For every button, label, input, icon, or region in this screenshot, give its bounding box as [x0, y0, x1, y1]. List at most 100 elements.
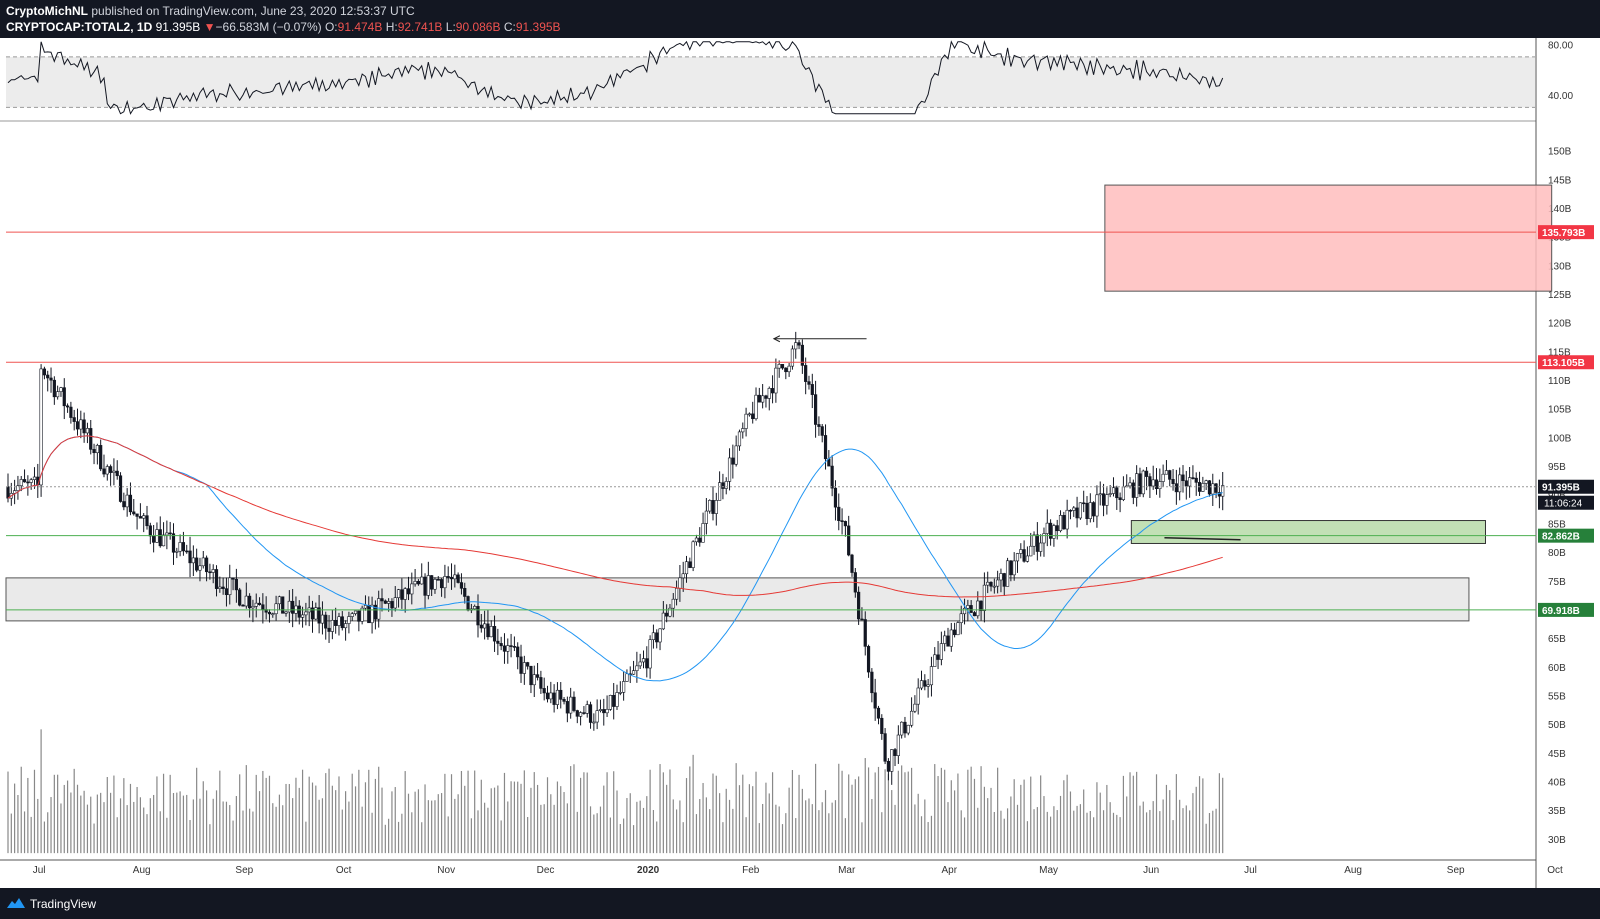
- volume-bar: [934, 764, 936, 854]
- price-tick-label: 140B: [1548, 204, 1572, 215]
- candle-body: [751, 413, 755, 420]
- volume-bar: [844, 818, 846, 854]
- candle-body: [281, 596, 285, 614]
- candle: [668, 604, 672, 618]
- candle: [1178, 467, 1182, 501]
- candle-body: [592, 721, 596, 724]
- candle-body: [857, 591, 861, 620]
- candle-body: [152, 535, 156, 543]
- volume-bar: [252, 811, 254, 854]
- candle-body: [986, 581, 990, 586]
- candle: [572, 691, 576, 713]
- volume-bar: [328, 768, 330, 854]
- volume-bar: [980, 766, 982, 854]
- volume-bar: [493, 787, 496, 854]
- price-chart[interactable]: 80.0040.00150B145B140B135B130B125B120B11…: [0, 38, 1600, 888]
- volume-bar: [364, 782, 367, 854]
- volume-bar: [7, 771, 9, 854]
- candle: [810, 373, 814, 409]
- volume-bar: [649, 769, 651, 854]
- volume-bar: [838, 763, 840, 854]
- tradingview-brand[interactable]: TradingView: [30, 897, 97, 911]
- volume-bar: [192, 799, 194, 854]
- volume-bar: [245, 765, 247, 854]
- candle: [363, 595, 368, 611]
- candle-body: [287, 600, 291, 613]
- volume-bar: [851, 784, 853, 854]
- price-tick-label: 60B: [1548, 663, 1566, 674]
- tradingview-logo-icon[interactable]: [6, 896, 26, 910]
- price-tick-label: 115B: [1548, 347, 1571, 358]
- volume-bar: [1139, 805, 1141, 854]
- candle-body: [1115, 487, 1119, 499]
- volume-bar: [477, 810, 479, 854]
- candle-body: [959, 613, 963, 624]
- author-name[interactable]: CryptoMichNL: [6, 4, 88, 18]
- volume-bar: [1036, 807, 1038, 854]
- candle: [218, 576, 222, 593]
- candle: [257, 597, 262, 606]
- candle-body: [238, 589, 242, 606]
- candle-body: [837, 506, 841, 521]
- candle-body: [1068, 509, 1073, 512]
- candle: [615, 684, 619, 710]
- candle-body: [373, 604, 377, 620]
- candle-body: [1065, 509, 1069, 530]
- volume-bar: [388, 818, 390, 854]
- ohlc-line: CRYPTOCAP:TOTAL2, 1D 91.395B ▼−66.583M (…: [6, 19, 561, 35]
- candle-body: [681, 573, 685, 579]
- candle-body: [1012, 560, 1016, 576]
- candle: [708, 499, 712, 514]
- candle-body: [1201, 483, 1205, 492]
- candle-body: [65, 405, 70, 408]
- volume-bar: [755, 771, 757, 854]
- volume-bar: [503, 772, 506, 854]
- volume-bar: [795, 818, 797, 854]
- candle: [655, 629, 659, 649]
- candle: [840, 508, 844, 535]
- candle-body: [1035, 534, 1039, 552]
- candle-body: [767, 388, 771, 399]
- candle-body: [972, 612, 977, 617]
- change-text: −66.583M (−0.07%): [215, 20, 322, 34]
- candle-body: [128, 494, 133, 513]
- volume-bar: [1189, 810, 1191, 854]
- price-tick-label: 150B: [1548, 147, 1572, 158]
- candle-body: [181, 542, 186, 552]
- volume-bar: [258, 791, 261, 854]
- candle-body: [595, 710, 599, 723]
- volume-bar: [391, 791, 393, 854]
- candle: [1039, 534, 1043, 557]
- candle: [863, 611, 867, 656]
- candle-body: [684, 561, 689, 575]
- candle: [410, 572, 414, 605]
- candle: [1092, 501, 1096, 523]
- volume-bar: [255, 774, 257, 854]
- volume-bar: [176, 792, 178, 854]
- chart-area[interactable]: 80.0040.00150B145B140B135B130B125B120B11…: [0, 38, 1600, 888]
- candle: [886, 758, 891, 781]
- candle-body: [903, 721, 907, 734]
- volume-bar: [156, 776, 158, 854]
- volume-bar: [834, 800, 837, 854]
- candle: [880, 714, 884, 740]
- candle-body: [645, 658, 649, 669]
- candle: [582, 706, 586, 715]
- volume-bar: [626, 798, 628, 854]
- candle: [1161, 464, 1165, 487]
- volume-bar: [520, 783, 522, 854]
- volume-bar: [166, 817, 168, 854]
- candle-body: [387, 601, 391, 604]
- volume-bar: [348, 801, 350, 854]
- volume-bar: [86, 804, 89, 854]
- rsi-tick-label: 80.00: [1548, 40, 1573, 51]
- candle-body: [876, 707, 881, 719]
- candle-body: [873, 692, 877, 709]
- volume-bar: [550, 794, 552, 854]
- candle: [1101, 483, 1106, 517]
- candle-body: [1009, 560, 1013, 576]
- volume-bar: [417, 789, 420, 854]
- candle: [413, 569, 417, 587]
- volume-bar: [897, 770, 899, 854]
- candle: [238, 587, 242, 607]
